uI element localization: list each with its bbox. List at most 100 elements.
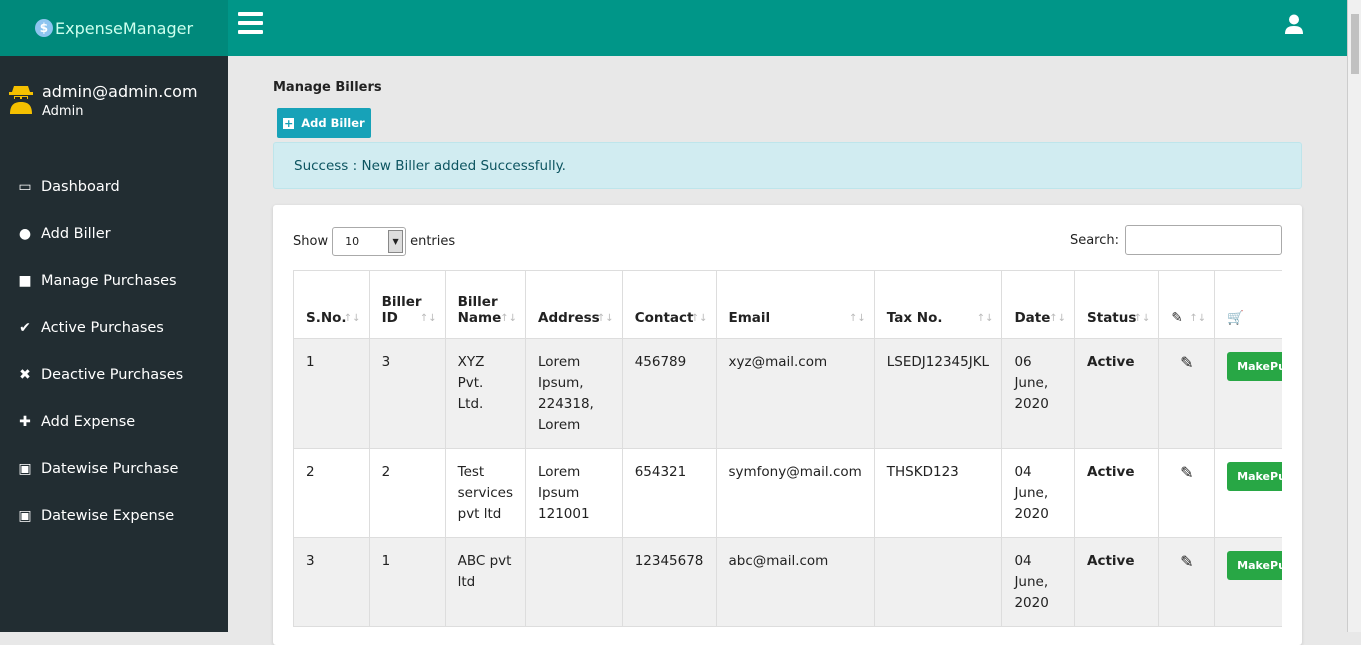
sort-icon: ↑↓ xyxy=(690,313,708,324)
table-cell: 456789 xyxy=(621,338,717,449)
edit-pencil-icon[interactable]: ✎ xyxy=(1180,552,1194,571)
shopping-cart-icon: 🛒 xyxy=(1227,310,1244,326)
hamburger-menu-icon[interactable] xyxy=(238,12,263,34)
billers-card: Show 10 ▼ entries Search: S.No. ↑↓ Biller I… xyxy=(273,205,1302,645)
table-cell: 3 xyxy=(368,338,446,449)
table-cell: Test services pvt ltd xyxy=(444,448,527,538)
column-header-purchase: 🛒 xyxy=(1214,270,1282,339)
sidebar-item-add-biller[interactable]: ● Add Biller xyxy=(0,210,228,257)
table-row: 1 3 XYZ Pvt. Ltd. Lorem Ipsum, 224318, Lore… xyxy=(293,338,1282,449)
column-header[interactable]: S.No. ↑↓ xyxy=(293,270,370,339)
column-header[interactable]: Contact ↑↓ xyxy=(621,270,717,339)
table-cell: 12345678 xyxy=(621,537,717,627)
table-cell: LSEDJ12345JKL xyxy=(873,338,1003,449)
calendar-minus-icon: ▣ xyxy=(18,507,32,524)
shopping-bag-icon: ■ xyxy=(18,272,32,289)
table-cell: 06 June, 2020 xyxy=(1001,338,1076,449)
table-row: 3 1 ABC pvt ltd 12345678 abc@mail.com 04 June… xyxy=(293,537,1282,627)
user-icon[interactable] xyxy=(1285,14,1303,34)
pencil-icon: ✎ xyxy=(1171,310,1183,326)
laptop-icon: ▭ xyxy=(18,178,32,195)
table-cell: Active xyxy=(1074,448,1160,538)
plus-square-icon: + xyxy=(283,116,295,130)
table-cell: 2 xyxy=(293,448,370,538)
dollar-coin-icon: $ xyxy=(34,19,53,37)
table-cell: abc@mail.com xyxy=(715,537,875,627)
sort-icon: ↑↓ xyxy=(596,313,614,324)
table-cell: 2 xyxy=(368,448,446,538)
sort-icon: ↑↓ xyxy=(1189,313,1207,324)
table-cell: Active xyxy=(1074,338,1160,449)
entries-select[interactable]: 10 ▼ xyxy=(332,227,407,256)
column-header[interactable]: Date ↑↓ xyxy=(1001,270,1076,339)
sidebar-item-active-purchases[interactable]: ✔ Active Purchases xyxy=(0,304,228,351)
plus-icon: ✚ xyxy=(19,413,31,430)
make-purchase-button[interactable]: MakePurchase xyxy=(1227,352,1282,381)
app-logo[interactable]: $ ExpenseManager xyxy=(0,0,228,56)
sidebar-item-add-expense[interactable]: ✚ Add Expense xyxy=(0,398,228,445)
edit-cell: ✎ xyxy=(1158,338,1216,449)
add-biller-button[interactable]: + Add Biller xyxy=(277,108,371,138)
column-header-edit[interactable]: ✎ ↑↓ xyxy=(1158,270,1216,339)
page-title: Manage Billers xyxy=(273,80,382,95)
table-cell: 1 xyxy=(368,537,446,627)
sort-icon: ↑↓ xyxy=(849,313,866,324)
table-cell: ABC pvt ltd xyxy=(444,537,527,627)
page-scrollbar[interactable] xyxy=(1347,0,1361,632)
sidebar: admin@admin.com Admin ▭ Dashboard ● Add Bil… xyxy=(0,56,228,632)
sidebar-item-datewise-purchase[interactable]: ▣ Datewise Purchase xyxy=(0,445,228,492)
sidebar-nav: ▭ Dashboard ● Add Biller ■ Manage Purchases… xyxy=(0,163,228,539)
sort-icon: ↑↓ xyxy=(1049,313,1067,324)
entries-length: Show 10 ▼ entries xyxy=(293,227,455,256)
edit-pencil-icon[interactable]: ✎ xyxy=(1180,353,1194,372)
billers-table: S.No. ↑↓ Biller ID ↑↓ Biller Name ↑↓ Address ↑↓… xyxy=(293,270,1282,627)
user-role: Admin xyxy=(42,104,84,119)
sidebar-item-dashboard[interactable]: ▭ Dashboard xyxy=(0,163,228,210)
search-box: Search: xyxy=(1070,225,1282,255)
action-cell: MakePurchase xyxy=(1214,537,1282,627)
top-bar xyxy=(228,0,1347,56)
user-circle-icon: ● xyxy=(18,225,32,242)
table-cell xyxy=(873,537,1003,627)
column-header[interactable]: Biller Name ↑↓ xyxy=(444,270,527,339)
table-cell: 654321 xyxy=(621,448,717,538)
table-cell: Lorem Ipsum, 224318, Lorem xyxy=(525,338,623,449)
main-content: Manage Billers + Add Biller Success : New… xyxy=(228,56,1347,645)
table-cell: symfony@mail.com xyxy=(715,448,875,538)
column-header[interactable]: Status ↑↓ xyxy=(1074,270,1160,339)
sort-icon: ↑↓ xyxy=(500,313,518,324)
table-cell: xyz@mail.com xyxy=(715,338,875,449)
search-input[interactable] xyxy=(1125,225,1282,255)
column-header[interactable]: Tax No. ↑↓ xyxy=(873,270,1003,339)
table-wrapper[interactable]: S.No. ↑↓ Biller ID ↑↓ Biller Name ↑↓ Address ↑↓… xyxy=(293,270,1282,627)
user-profile: admin@admin.com Admin xyxy=(8,82,198,119)
edit-cell: ✎ xyxy=(1158,537,1216,627)
table-cell: THSKD123 xyxy=(873,448,1003,538)
column-header[interactable]: Email ↑↓ xyxy=(715,270,875,339)
column-header[interactable]: Biller ID ↑↓ xyxy=(368,270,446,339)
check-icon: ✔ xyxy=(19,319,31,336)
calendar-check-icon: ▣ xyxy=(18,460,32,477)
table-cell: Active xyxy=(1074,537,1160,627)
sidebar-item-manage-purchases[interactable]: ■ Manage Purchases xyxy=(0,257,228,304)
table-cell: 04 June, 2020 xyxy=(1001,448,1076,538)
sort-icon: ↑↓ xyxy=(343,313,361,324)
times-icon: ✖ xyxy=(19,366,31,383)
table-cell xyxy=(525,537,623,627)
sort-icon: ↑↓ xyxy=(1133,313,1151,324)
table-cell: 1 xyxy=(293,338,370,449)
user-email: admin@admin.com xyxy=(42,82,198,101)
success-alert: Success : New Biller added Successfully. xyxy=(273,142,1302,189)
sidebar-item-deactive-purchases[interactable]: ✖ Deactive Purchases xyxy=(0,351,228,398)
make-purchase-button[interactable]: MakePurchase xyxy=(1227,551,1282,580)
table-cell: Lorem Ipsum 121001 xyxy=(525,448,623,538)
action-cell: MakePurchase xyxy=(1214,448,1282,538)
sort-icon: ↑↓ xyxy=(419,313,437,324)
sidebar-item-datewise-expense[interactable]: ▣ Datewise Expense xyxy=(0,492,228,539)
table-cell: 3 xyxy=(293,537,370,627)
edit-pencil-icon[interactable]: ✎ xyxy=(1180,463,1194,482)
column-header[interactable]: Address ↑↓ xyxy=(525,270,623,339)
action-cell: MakePurchase xyxy=(1214,338,1282,449)
make-purchase-button[interactable]: MakePurchase xyxy=(1227,462,1282,491)
chevron-down-icon: ▼ xyxy=(388,230,404,253)
